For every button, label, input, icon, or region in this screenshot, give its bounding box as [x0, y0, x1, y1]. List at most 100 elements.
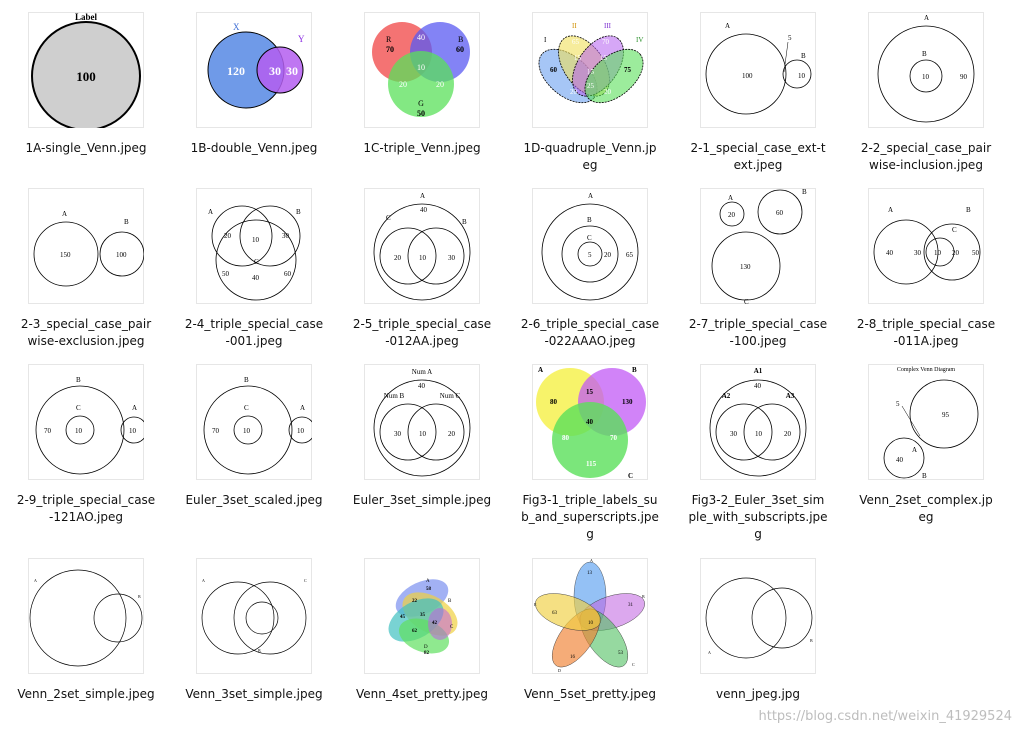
- svg-text:70: 70: [386, 45, 394, 54]
- file-name: 2-4_triple_special_case-001.jpeg: [184, 317, 324, 348]
- svg-text:130: 130: [740, 263, 751, 271]
- venn-thumbnail: A B: [700, 558, 816, 674]
- file-name: Euler_3set_simple.jpeg: [352, 493, 492, 507]
- svg-text:42: 42: [432, 621, 438, 626]
- venn-thumbnail: A B C 20 60 130: [700, 188, 816, 304]
- svg-text:40: 40: [586, 418, 594, 426]
- svg-text:16: 16: [570, 655, 576, 660]
- svg-text:40: 40: [754, 382, 762, 390]
- svg-text:10: 10: [934, 249, 942, 257]
- svg-text:B: B: [966, 206, 971, 214]
- file-name: Venn_4set_pretty.jpeg: [355, 687, 489, 701]
- venn-thumbnail: Num A Num B Num C 40 30 10 20: [364, 364, 480, 480]
- svg-text:G: G: [418, 99, 424, 108]
- svg-text:20: 20: [394, 254, 402, 262]
- svg-text:70: 70: [610, 434, 618, 442]
- svg-text:A: A: [538, 366, 543, 374]
- svg-text:63: 63: [552, 611, 558, 616]
- svg-text:C: C: [628, 472, 633, 480]
- svg-text:IV: IV: [636, 36, 643, 44]
- svg-text:20: 20: [604, 88, 612, 96]
- file-name: 2-7_triple_special_case-100.jpeg: [688, 317, 828, 348]
- svg-text:A: A: [728, 194, 733, 202]
- svg-text:A: A: [590, 558, 593, 563]
- svg-text:100: 100: [742, 72, 753, 80]
- svg-text:A: A: [202, 578, 205, 583]
- svg-text:20: 20: [448, 430, 456, 438]
- svg-text:5: 5: [788, 34, 792, 42]
- file-name: 2-8_triple_special_case-011A.jpeg: [856, 317, 996, 348]
- file-name: 1C-triple_Venn.jpeg: [363, 141, 481, 155]
- svg-text:5: 5: [896, 400, 900, 408]
- svg-text:A2: A2: [722, 392, 731, 400]
- svg-text:30: 30: [394, 430, 402, 438]
- svg-text:20: 20: [604, 251, 612, 259]
- svg-text:130: 130: [622, 398, 633, 406]
- svg-text:A: A: [132, 404, 137, 412]
- svg-text:Num C: Num C: [440, 392, 461, 400]
- svg-text:60: 60: [550, 66, 558, 74]
- svg-text:20: 20: [436, 80, 444, 89]
- svg-text:5: 5: [588, 251, 592, 259]
- svg-text:70: 70: [602, 38, 610, 46]
- svg-text:B: B: [258, 648, 261, 653]
- svg-text:A: A: [208, 208, 213, 216]
- svg-text:15: 15: [586, 388, 594, 396]
- svg-text:A: A: [924, 14, 929, 22]
- venn-thumbnail: A B C 5 20 65: [532, 188, 648, 304]
- svg-text:80: 80: [562, 434, 570, 442]
- venn-thumbnail: A B C: [196, 558, 312, 674]
- svg-text:40: 40: [886, 249, 894, 257]
- svg-text:B: B: [802, 188, 807, 196]
- svg-text:60: 60: [456, 45, 464, 54]
- svg-text:22: 22: [412, 599, 418, 604]
- venn-thumbnail: I II III IV 60 65 70 75 15 15 15 25 20 2…: [532, 12, 648, 128]
- svg-text:A: A: [420, 192, 425, 200]
- svg-text:100: 100: [76, 69, 96, 84]
- svg-text:30: 30: [282, 232, 290, 240]
- svg-text:10: 10: [243, 427, 251, 435]
- svg-text:60: 60: [284, 270, 292, 278]
- svg-text:30: 30: [448, 254, 456, 262]
- svg-text:B: B: [138, 594, 141, 599]
- svg-text:C: C: [386, 214, 391, 222]
- venn-thumbnail: A B 150 100: [28, 188, 144, 304]
- venn-thumbnail: Complex Venn Diagram A B 5 95 40: [868, 364, 984, 480]
- svg-text:Label: Label: [75, 12, 98, 22]
- venn-thumbnail: R 70 40 B 60 10 20 20 G 50: [364, 12, 480, 128]
- svg-text:70: 70: [212, 427, 220, 435]
- venn-thumbnail: A1 A2 A3 40 30 10 20: [700, 364, 816, 480]
- file-name: 2-1_special_case_ext-text.jpeg: [690, 141, 826, 172]
- svg-text:C: C: [952, 226, 957, 234]
- svg-text:15: 15: [574, 54, 582, 62]
- svg-text:III: III: [604, 22, 612, 30]
- svg-text:20: 20: [952, 249, 960, 257]
- svg-text:80: 80: [550, 398, 558, 406]
- venn-thumbnail: B C A 70 10 10: [196, 364, 312, 480]
- svg-text:10: 10: [252, 236, 260, 244]
- venn-thumbnail: Label 100: [28, 12, 144, 128]
- file-name: Venn_2set_complex.jpeg: [859, 493, 993, 524]
- svg-text:A: A: [426, 579, 430, 584]
- svg-text:50: 50: [222, 270, 230, 278]
- svg-text:60: 60: [776, 209, 784, 217]
- venn-thumbnail: A B C D 58 22 45 35 42 62 82: [364, 558, 480, 674]
- svg-text:15: 15: [587, 68, 595, 76]
- svg-text:58: 58: [426, 587, 432, 592]
- file-name: Venn_2set_simple.jpeg: [17, 687, 155, 701]
- svg-text:120: 120: [227, 64, 245, 78]
- svg-text:30: 30: [730, 430, 738, 438]
- svg-text:C: C: [632, 662, 635, 667]
- svg-text:B: B: [922, 472, 927, 480]
- svg-text:A1: A1: [754, 367, 763, 375]
- svg-text:50: 50: [417, 109, 425, 118]
- watermark-text: https://blog.csdn.net/weixin_41929524: [758, 709, 1012, 724]
- venn-thumbnail: A B C D E 13 31 63 53 16 10: [532, 558, 648, 674]
- svg-text:10: 10: [129, 427, 137, 435]
- svg-text:Num A: Num A: [412, 368, 432, 376]
- file-name: 2-9_triple_special_case-121AO.jpeg: [16, 493, 156, 524]
- svg-text:B: B: [810, 638, 813, 643]
- svg-text:45: 45: [400, 615, 406, 620]
- svg-text:90: 90: [960, 73, 968, 81]
- svg-text:D: D: [424, 645, 428, 650]
